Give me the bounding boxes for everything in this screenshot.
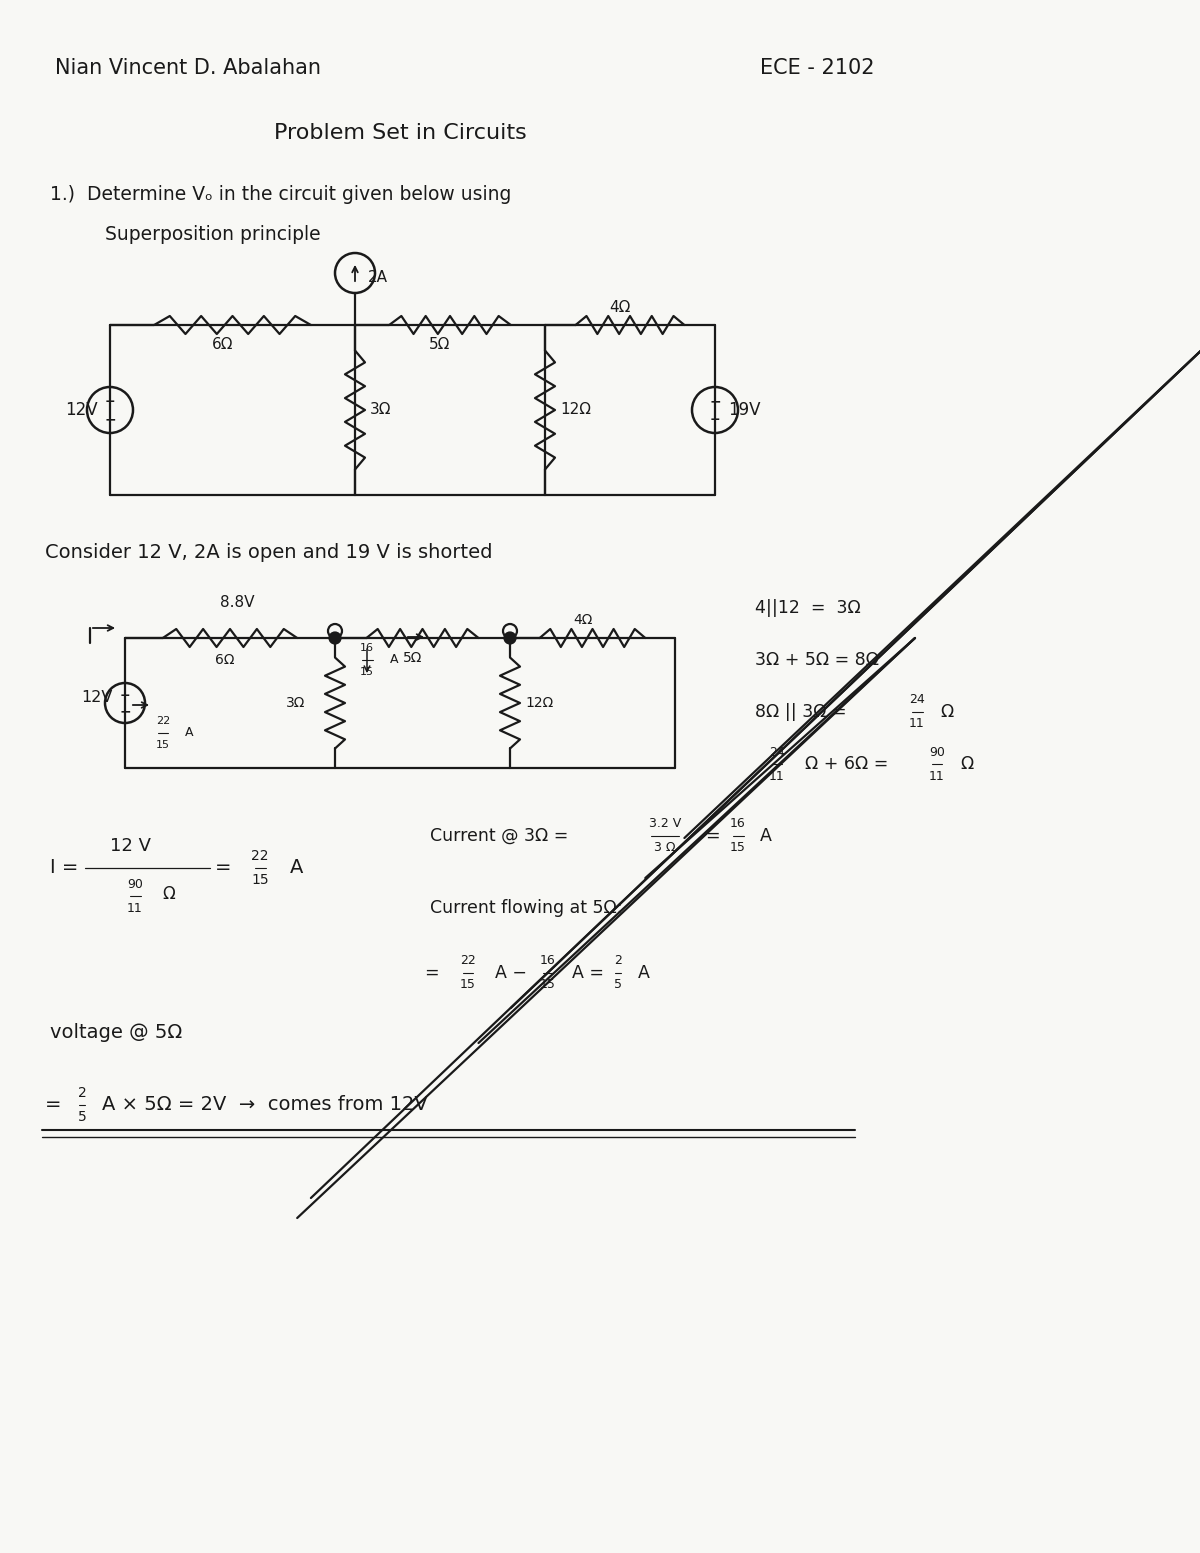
Text: A: A [185, 727, 193, 739]
Text: 22: 22 [251, 849, 269, 863]
Circle shape [503, 624, 517, 638]
Text: 90: 90 [929, 745, 944, 758]
Text: 11: 11 [769, 769, 785, 783]
Text: 15: 15 [251, 873, 269, 887]
Text: 4Ω: 4Ω [610, 300, 631, 315]
Text: 12V: 12V [65, 401, 98, 419]
Text: −: − [119, 704, 131, 717]
Text: 3 Ω: 3 Ω [654, 842, 676, 854]
Text: I =: I = [50, 859, 85, 877]
Text: 11: 11 [929, 769, 944, 783]
Text: 12Ω: 12Ω [526, 696, 553, 710]
Text: A −: A − [496, 964, 527, 981]
Text: 6Ω: 6Ω [215, 652, 234, 666]
Text: A: A [760, 828, 772, 845]
Text: 19V: 19V [728, 401, 761, 419]
Text: −: − [104, 412, 116, 426]
Text: 4||12  =  3Ω: 4||12 = 3Ω [755, 599, 860, 617]
Text: ECE - 2102: ECE - 2102 [760, 57, 875, 78]
Text: =: = [215, 859, 238, 877]
Text: Current flowing at 5Ω:: Current flowing at 5Ω: [430, 899, 623, 916]
Text: 15: 15 [540, 978, 556, 991]
Text: +: + [104, 394, 115, 408]
Text: 2: 2 [614, 955, 622, 968]
Text: +: + [120, 690, 131, 702]
Text: 22: 22 [156, 716, 170, 725]
Text: 2: 2 [78, 1086, 86, 1100]
Text: Problem Set in Circuits: Problem Set in Circuits [274, 123, 527, 143]
Text: 3Ω: 3Ω [286, 696, 305, 710]
Text: 12V: 12V [82, 691, 113, 705]
Text: 15: 15 [730, 842, 746, 854]
Text: 8.8V: 8.8V [220, 595, 254, 610]
Text: Ω: Ω [940, 704, 953, 721]
Text: 1.)  Determine Vₒ in the circuit given below using: 1.) Determine Vₒ in the circuit given be… [50, 185, 511, 205]
Text: −: − [709, 394, 721, 408]
Text: Superposition principle: Superposition principle [106, 225, 320, 244]
Text: 5: 5 [614, 978, 622, 991]
Text: 12Ω: 12Ω [560, 402, 592, 418]
Text: 5Ω: 5Ω [403, 651, 422, 665]
Text: A × 5Ω = 2V  →  comes from 12V: A × 5Ω = 2V → comes from 12V [102, 1095, 427, 1115]
Text: 4Ω: 4Ω [572, 613, 592, 627]
Text: =: = [706, 828, 720, 845]
Text: 3Ω: 3Ω [370, 402, 391, 418]
Text: 11: 11 [127, 901, 143, 915]
Text: 3.2 V: 3.2 V [649, 817, 682, 831]
Text: 24: 24 [769, 745, 785, 758]
Text: 15: 15 [156, 739, 170, 750]
Text: 12 V: 12 V [110, 837, 151, 856]
Text: 3Ω + 5Ω = 8Ω: 3Ω + 5Ω = 8Ω [755, 651, 878, 669]
Text: 22: 22 [460, 955, 476, 968]
Circle shape [330, 632, 341, 643]
Text: 2A: 2A [368, 270, 388, 286]
Circle shape [504, 632, 516, 643]
Text: 8Ω || 3Ω =: 8Ω || 3Ω = [755, 704, 852, 721]
Text: Nian Vincent D. Abalahan: Nian Vincent D. Abalahan [55, 57, 322, 78]
Text: 5: 5 [78, 1110, 86, 1124]
Text: 16: 16 [360, 643, 374, 652]
Text: 5Ω: 5Ω [430, 337, 451, 353]
Text: Current @ 3Ω =: Current @ 3Ω = [430, 828, 574, 845]
Text: =: = [425, 964, 445, 981]
Text: +: + [709, 413, 720, 426]
Text: Ω: Ω [960, 755, 973, 773]
Text: Ω: Ω [162, 885, 175, 902]
Text: 6Ω: 6Ω [211, 337, 233, 353]
Text: 15: 15 [460, 978, 476, 991]
Text: A: A [390, 654, 398, 666]
Text: 15: 15 [360, 666, 374, 677]
Text: voltage @ 5Ω: voltage @ 5Ω [50, 1023, 182, 1042]
Text: A: A [638, 964, 650, 981]
Text: 16: 16 [730, 817, 746, 831]
Text: Ω + 6Ω =: Ω + 6Ω = [805, 755, 894, 773]
Text: Consider 12 V, 2A is open and 19 V is shorted: Consider 12 V, 2A is open and 19 V is sh… [46, 544, 492, 562]
Text: A: A [290, 859, 304, 877]
Text: 16: 16 [540, 955, 556, 968]
Circle shape [328, 624, 342, 638]
Text: =: = [46, 1095, 67, 1115]
Text: 11: 11 [910, 717, 925, 730]
Text: 90: 90 [127, 877, 143, 890]
Text: A =: A = [572, 964, 604, 981]
Text: 24: 24 [910, 694, 925, 707]
